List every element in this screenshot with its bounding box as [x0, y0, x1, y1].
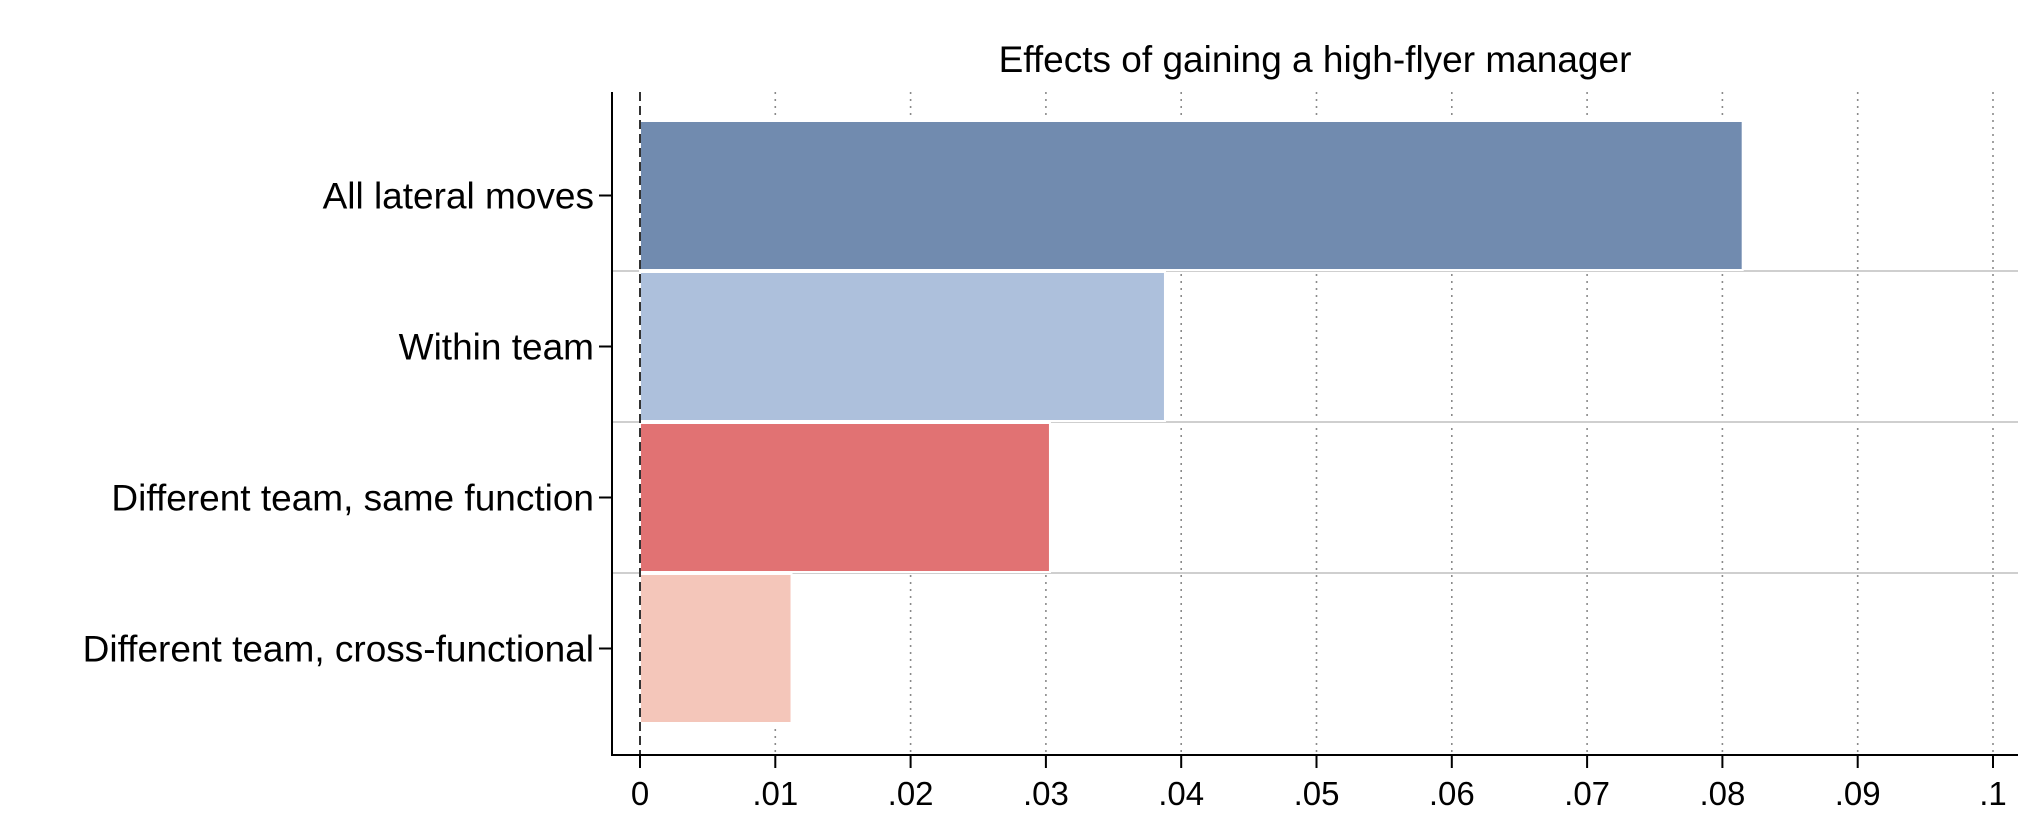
x-tick-label-2: .02: [888, 775, 934, 812]
bar-1: [639, 120, 1744, 271]
x-tick-label-9: .09: [1835, 775, 1881, 812]
category-label-4: Different team, cross-functional: [83, 629, 594, 670]
x-tick-label-1: .01: [752, 775, 798, 812]
x-tick-label-4: .04: [1158, 775, 1204, 812]
category-label-1: All lateral moves: [323, 176, 594, 217]
labels-layer: 0 .01 .02 .03 .04 .05 .06 .07 .08 .09 .1 All latera…: [83, 176, 2007, 813]
bar-4: [639, 573, 793, 724]
x-tick-label-6: .06: [1429, 775, 1475, 812]
x-tick-label-5: .05: [1294, 775, 1340, 812]
x-tick-label-7: .07: [1564, 775, 1610, 812]
category-label-2: Within team: [399, 327, 594, 368]
x-tick-label-3: .03: [1023, 775, 1069, 812]
bar-3: [639, 422, 1051, 573]
bars-layer: [639, 120, 1744, 724]
bar-2: [639, 271, 1166, 422]
axes-layer: [599, 92, 2018, 768]
x-tick-label-10: .1: [1979, 775, 2007, 812]
category-label-3: Different team, same function: [111, 478, 594, 519]
x-tick-label-8: .08: [1699, 775, 1745, 812]
x-tick-label-0: 0: [631, 775, 649, 812]
chart-title: Effects of gaining a high-flyer manager: [999, 39, 1632, 80]
